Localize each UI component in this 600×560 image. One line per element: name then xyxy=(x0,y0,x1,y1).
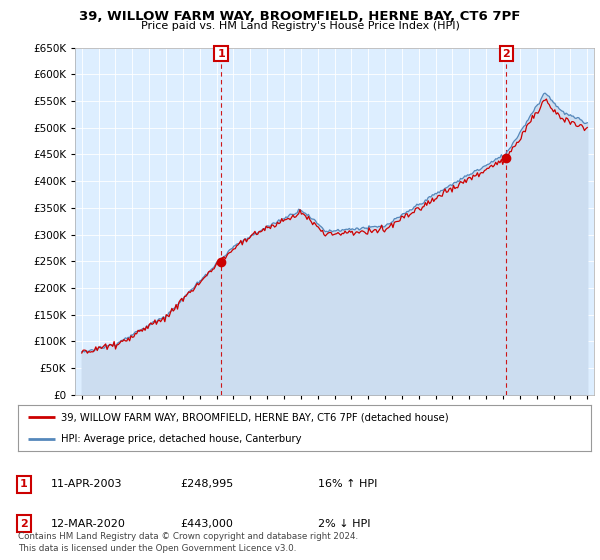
Text: £443,000: £443,000 xyxy=(180,519,233,529)
Text: 39, WILLOW FARM WAY, BROOMFIELD, HERNE BAY, CT6 7PF (detached house): 39, WILLOW FARM WAY, BROOMFIELD, HERNE B… xyxy=(61,412,449,422)
Text: 1: 1 xyxy=(20,479,28,489)
Text: 2: 2 xyxy=(20,519,28,529)
Text: Contains HM Land Registry data © Crown copyright and database right 2024.
This d: Contains HM Land Registry data © Crown c… xyxy=(18,533,358,553)
Text: 11-APR-2003: 11-APR-2003 xyxy=(51,479,122,489)
Text: 12-MAR-2020: 12-MAR-2020 xyxy=(51,519,126,529)
Text: 39, WILLOW FARM WAY, BROOMFIELD, HERNE BAY, CT6 7PF: 39, WILLOW FARM WAY, BROOMFIELD, HERNE B… xyxy=(79,10,521,22)
Text: 16% ↑ HPI: 16% ↑ HPI xyxy=(318,479,377,489)
Text: 2% ↓ HPI: 2% ↓ HPI xyxy=(318,519,371,529)
Text: £248,995: £248,995 xyxy=(180,479,233,489)
Text: HPI: Average price, detached house, Canterbury: HPI: Average price, detached house, Cant… xyxy=(61,435,301,444)
Text: Price paid vs. HM Land Registry's House Price Index (HPI): Price paid vs. HM Land Registry's House … xyxy=(140,21,460,31)
Text: 2: 2 xyxy=(502,49,510,59)
Text: 1: 1 xyxy=(217,49,225,59)
